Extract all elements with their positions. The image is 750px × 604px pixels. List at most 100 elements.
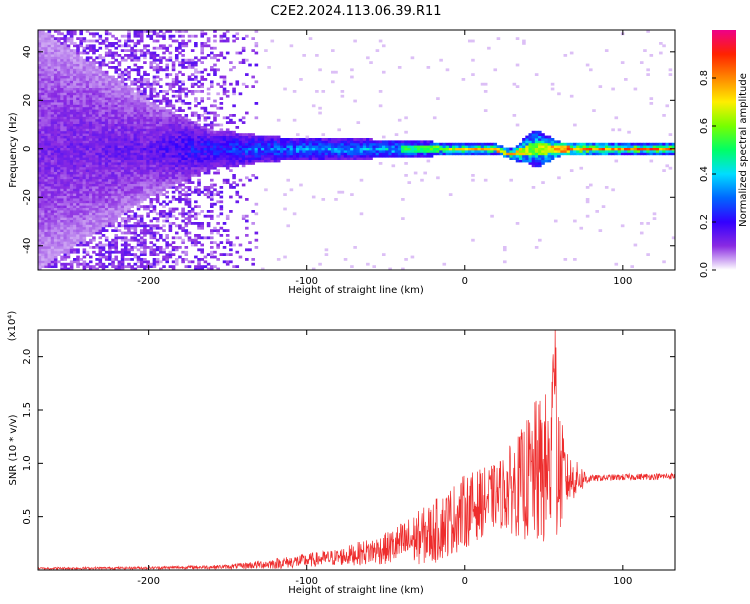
spectrogram-cell: [289, 154, 294, 158]
spectrogram-cell: [120, 193, 125, 196]
spectrogram-cell: [321, 147, 326, 151]
spectrogram-cell: [79, 97, 83, 100]
spectrogram-cell: [155, 253, 160, 256]
spectrogram-cell: [184, 164, 189, 168]
spectrogram-cell: [190, 66, 195, 69]
spectrogram-cell: [334, 198, 338, 201]
spectrogram-cell: [146, 85, 150, 88]
spectrogram-cell: [159, 236, 163, 240]
spectrogram-cell: [76, 243, 80, 247]
spectrogram-cell: [184, 92, 189, 96]
spectrogram-cell: [203, 106, 208, 110]
spectrogram-cell: [350, 75, 354, 79]
spectrogram-cell: [38, 178, 42, 182]
spectrogram-cell: [178, 183, 182, 187]
spectrogram-cell: [165, 142, 169, 146]
spectrogram-cell: [127, 190, 131, 194]
spectrogram-cell: [63, 219, 68, 223]
spectrogram-cell: [184, 178, 189, 182]
spectrogram-cell: [38, 159, 42, 163]
spectrogram-cell: [225, 162, 230, 165]
spectrogram-cell: [95, 202, 99, 206]
spectrogram-cell: [359, 152, 364, 156]
spectrogram-cell: [44, 106, 48, 110]
spectrogram-cell: [66, 66, 71, 69]
spectrogram-cell: [57, 202, 61, 206]
spectrogram-cell: [222, 253, 227, 256]
spectrogram-cell: [101, 133, 106, 136]
spectrogram-cell: [88, 202, 93, 206]
spectrogram-cell: [143, 104, 147, 108]
spectrogram-cell: [143, 198, 147, 201]
spectrogram-cell: [194, 265, 198, 268]
spectrogram-cell: [149, 51, 154, 55]
spectrogram-cell: [76, 54, 80, 57]
spectrogram-cell: [155, 186, 160, 189]
spectrogram-cell: [305, 140, 310, 144]
spectrogram-cell: [124, 123, 128, 127]
spectrogram-cell: [66, 85, 71, 88]
spectrogram-cell: [260, 154, 265, 158]
spectrogram-cell: [283, 147, 287, 151]
spectrogram-cell: [155, 142, 160, 146]
spectrogram-cell: [171, 104, 176, 108]
spectrogram-cell: [334, 140, 338, 144]
spectrogram-cell: [162, 37, 166, 40]
spectrogram-cell: [92, 217, 96, 220]
spectrogram-cell: [206, 224, 211, 228]
spectrogram-cell: [267, 154, 271, 158]
spectrogram-cell: [143, 111, 147, 115]
spectrogram-cell: [63, 133, 68, 136]
spectrogram-cell: [124, 97, 128, 100]
spectrogram-cell: [146, 176, 150, 180]
spectrogram-cell: [136, 99, 141, 103]
spectrogram-cell: [47, 169, 52, 172]
spectrogram-cell: [98, 34, 103, 38]
spectrogram-cell: [124, 181, 128, 184]
spectrogram-cell: [76, 73, 80, 76]
spectrogram-cell: [101, 166, 106, 170]
spectrogram-cell: [114, 246, 119, 249]
spectrogram-cell: [41, 92, 45, 96]
spectrogram-cell: [104, 32, 109, 36]
spectrogram-cell: [114, 198, 119, 201]
spectrogram-cell: [171, 130, 176, 134]
spectrogram-cell: [38, 37, 42, 40]
spectrogram-cell: [66, 78, 71, 81]
spectrogram-cell: [251, 133, 255, 136]
spectrogram-cell: [38, 94, 42, 98]
spectrogram-cell: [162, 109, 166, 112]
spectrogram-cell: [57, 51, 61, 55]
spectrogram-cell: [222, 178, 227, 182]
spectrogram-cell: [76, 118, 80, 122]
spectrogram-cell: [73, 198, 77, 201]
spectrogram-cell: [187, 142, 192, 146]
spectrogram-cell: [53, 87, 58, 91]
spectrogram-cell: [213, 116, 217, 120]
spectrogram-cell: [63, 226, 68, 230]
spectrogram-cell: [213, 188, 217, 192]
spectrogram-cell: [38, 92, 42, 96]
spectrogram-cell: [206, 123, 211, 127]
spectrogram-cell: [184, 154, 189, 158]
spectrogram-cell: [82, 80, 87, 84]
spectrogram-cell: [155, 219, 160, 223]
spectrogram-cell: [66, 181, 71, 184]
spectrogram-cell: [178, 97, 182, 100]
spectrogram-cell: [155, 258, 160, 261]
spectrogram-cell: [222, 92, 227, 96]
spectrogram-cell: [155, 114, 160, 117]
spectrogram-cell: [318, 142, 322, 146]
spectrogram-cell: [171, 106, 176, 110]
spectrogram-cell: [146, 44, 150, 48]
spectrogram-cell: [152, 142, 157, 146]
spectrogram-cell: [194, 152, 198, 156]
spectrogram-cell: [308, 145, 313, 148]
spectrogram-cell: [245, 142, 249, 146]
spectrogram-cell: [108, 255, 112, 259]
spectrogram-cell: [124, 70, 128, 74]
spectrogram-cell: [139, 133, 144, 136]
spectrogram-cell: [127, 178, 131, 182]
spectrogram-cell: [60, 258, 64, 261]
spectrogram-cell: [85, 70, 90, 74]
